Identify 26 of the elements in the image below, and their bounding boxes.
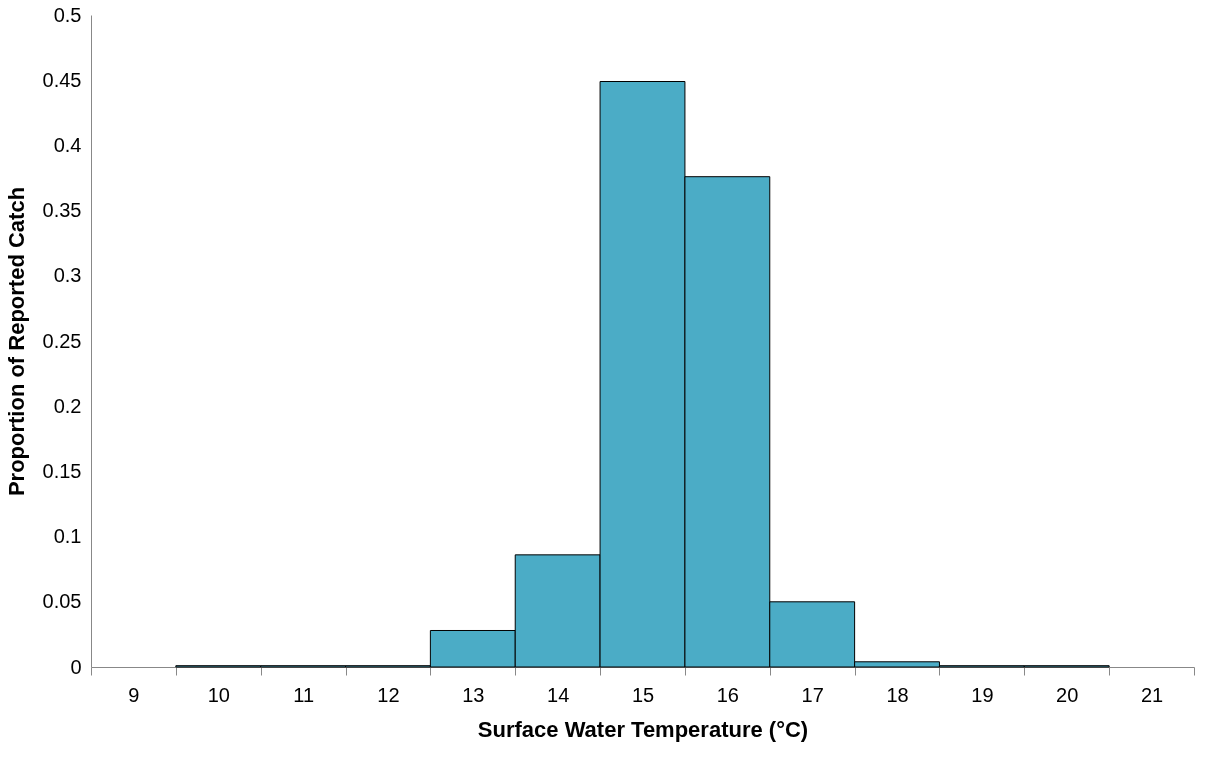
x-axis-title: Surface Water Temperature (°C) [477, 716, 809, 742]
y-tick-label: 0.05 [42, 590, 82, 613]
x-tick-label: 18 [886, 683, 909, 706]
y-axis-title: Proportion of Reported Catch [3, 186, 29, 497]
x-tick-label: 17 [801, 683, 824, 706]
x-tick-label: 10 [207, 683, 230, 706]
x-tick-label: 13 [462, 683, 485, 706]
x-tick-label: 20 [1056, 683, 1079, 706]
y-tick-label: 0 [70, 655, 82, 678]
y-tick-label: 0.3 [53, 264, 82, 287]
x-tick-label: 9 [128, 683, 140, 706]
y-tick-label: 0.35 [42, 199, 82, 222]
x-tick-label: 21 [1140, 683, 1164, 706]
x-tick-label: 14 [547, 683, 570, 706]
y-tick-label: 0.15 [42, 459, 82, 482]
y-tick-label: 0.4 [53, 133, 82, 156]
x-tick-label: 15 [631, 683, 655, 706]
y-tick-label: 0.5 [53, 3, 82, 26]
x-tick-label: 19 [971, 683, 994, 706]
y-tick-label: 0.45 [42, 68, 82, 91]
x-tick-label: 11 [293, 683, 314, 706]
x-tick-label: 12 [377, 683, 400, 706]
y-tick-label: 0.2 [53, 394, 82, 417]
y-tick-label: 0.1 [53, 525, 82, 548]
y-tick-label: 0.25 [42, 329, 82, 352]
x-tick-label: 16 [716, 683, 739, 706]
